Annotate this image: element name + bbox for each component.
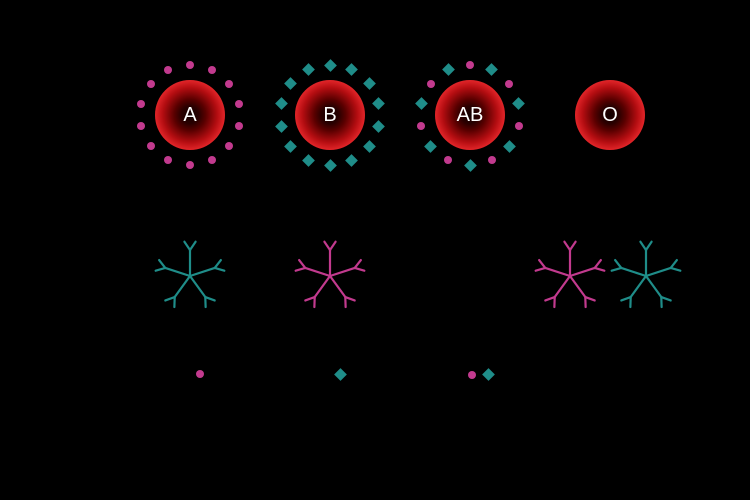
rbc-letter: AB (457, 104, 484, 127)
antigen-b-marker (302, 154, 315, 167)
antigen-a-marker (186, 61, 194, 69)
rbc-o: O (575, 80, 645, 150)
antigen-b-marker (363, 140, 376, 153)
antigen-a-marker (137, 122, 145, 130)
antigen-a-marker (164, 156, 172, 164)
row-label-antibody: Antibodiesin plasma (0, 258, 120, 291)
antigen-a-marker (208, 66, 216, 74)
antigen-b-marker (275, 97, 288, 110)
antigen-b-marker (512, 97, 525, 110)
rbc-b: B (295, 80, 365, 150)
column-header-o: Group O (560, 26, 660, 42)
antibody-anti-b (610, 240, 682, 312)
antigen-legend-ab (415, 370, 545, 379)
blood-type-diagram: { "title": "ABO blood group system", "co… (0, 0, 750, 500)
antigen-b-marker (345, 64, 358, 77)
antigen-a-icon (196, 370, 204, 378)
row-label-antigen: Antigens inred blood cell (0, 378, 120, 411)
antigen-b-marker (442, 64, 455, 77)
antigen-b-marker (324, 59, 337, 72)
antigen-a-marker (488, 156, 496, 164)
antigen-a-marker (235, 122, 243, 130)
antigen-b-icon (334, 368, 347, 381)
antigen-b-marker (363, 77, 376, 90)
antibody-anti-b (154, 240, 226, 312)
antigen-a-marker (147, 142, 155, 150)
antigen-label: B antigen (270, 392, 390, 408)
column-header-b: Group B (280, 26, 380, 42)
antigen-b-marker (464, 159, 477, 172)
antigen-b-marker (425, 140, 438, 153)
antigen-b-marker (285, 77, 298, 90)
antibody-anti-a (534, 240, 606, 312)
antibody-label: Anti-A (308, 316, 346, 332)
antigen-b-marker (345, 154, 358, 167)
antigen-legend-b (275, 370, 405, 379)
antigen-b-marker (503, 140, 516, 153)
column-header-a: Group A (140, 26, 240, 42)
rbc-ab: AB (435, 80, 505, 150)
rbc-a: A (155, 80, 225, 150)
antigen-a-marker (137, 100, 145, 108)
antibody-label: Anti-B (168, 316, 206, 332)
antigen-a-marker (225, 80, 233, 88)
antigen-b-marker (372, 120, 385, 133)
antigen-b-marker (415, 97, 428, 110)
antigen-a-marker (147, 80, 155, 88)
antigen-b-marker (372, 97, 385, 110)
row-label-rbc: Red bloodcell type (0, 99, 120, 132)
antigen-legend-a (135, 370, 265, 378)
antibody-none: None (450, 268, 483, 284)
antigen-a-marker (466, 61, 474, 69)
rbc-letter: B (323, 104, 336, 127)
antibody-label: Anti-A and Anti-B (552, 316, 658, 332)
antigen-b-marker (275, 120, 288, 133)
antigen-b-marker (302, 64, 315, 77)
column-header-ab: Group AB (420, 26, 520, 42)
antigen-b-icon (482, 368, 495, 381)
antigen-a-marker (235, 100, 243, 108)
antigen-a-marker (444, 156, 452, 164)
antigen-label: A antigen (130, 392, 250, 408)
antigen-a-marker (427, 80, 435, 88)
antigen-a-marker (515, 122, 523, 130)
antigen-b-marker (285, 140, 298, 153)
rbc-letter: A (183, 104, 196, 127)
antibody-anti-a (294, 240, 366, 312)
antigen-a-marker (208, 156, 216, 164)
antigen-b-marker (324, 159, 337, 172)
antigen-a-marker (225, 142, 233, 150)
antigen-a-marker (505, 80, 513, 88)
rbc-letter: O (602, 104, 618, 127)
antigen-label: No antigens (550, 392, 670, 408)
antigen-a-marker (417, 122, 425, 130)
antigen-b-marker (485, 64, 498, 77)
antigen-a-marker (164, 66, 172, 74)
antigen-a-icon (468, 371, 476, 379)
antigen-a-marker (186, 161, 194, 169)
antigen-label: A and B antigens (410, 392, 530, 408)
